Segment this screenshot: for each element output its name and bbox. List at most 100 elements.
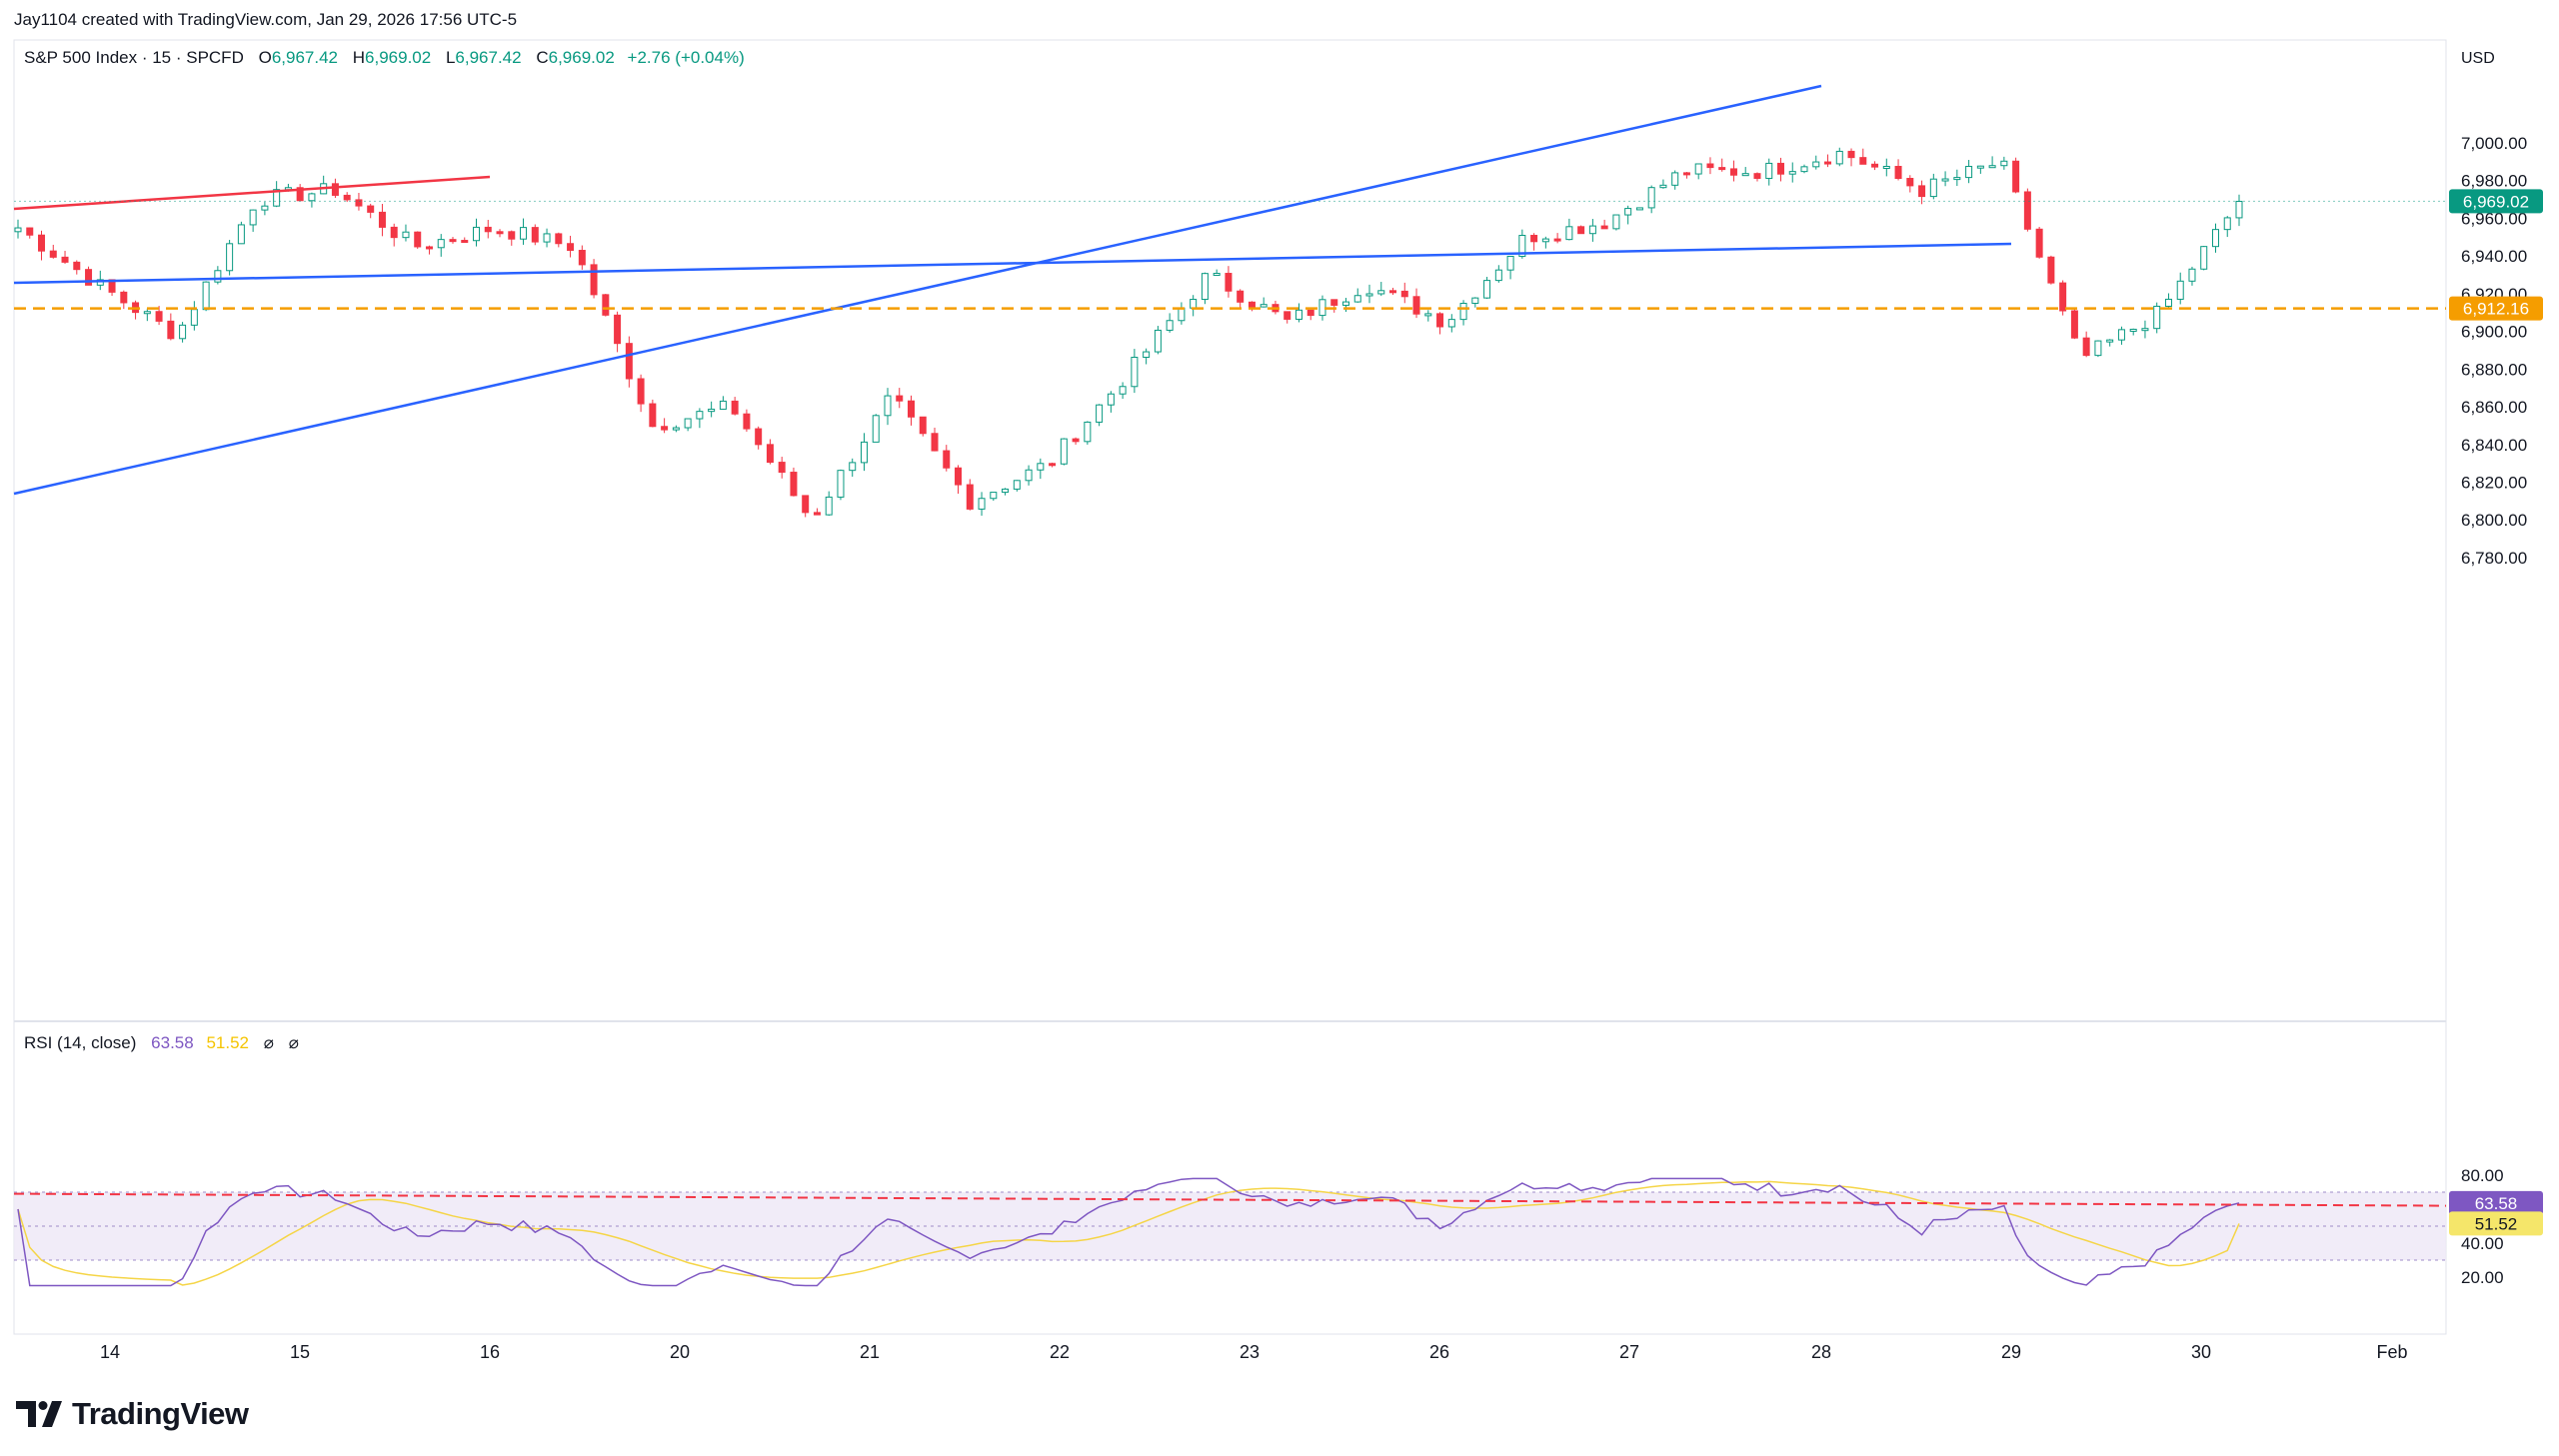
candle: [719, 396, 727, 410]
high-label: H: [352, 48, 366, 67]
candle-body: [26, 227, 34, 236]
candle: [1178, 302, 1186, 325]
time-tick-label: 23: [1240, 1342, 1260, 1362]
candle-body: [73, 261, 81, 271]
candle: [1494, 265, 1502, 283]
candle-body: [1424, 313, 1432, 317]
candle-body: [1976, 165, 1984, 169]
candle: [284, 183, 292, 192]
candle: [120, 290, 128, 310]
candle-body: [179, 324, 187, 340]
candle-body: [38, 234, 46, 252]
candle: [378, 204, 386, 237]
candle: [872, 414, 880, 443]
candle-body: [1283, 311, 1291, 320]
candle-body: [1436, 313, 1444, 328]
candle: [1483, 277, 1491, 299]
candle-body: [108, 279, 116, 293]
candle: [1988, 156, 1996, 169]
candle: [943, 445, 951, 472]
candle-body: [908, 400, 916, 418]
candle-body: [202, 281, 210, 311]
candle-body: [860, 441, 868, 464]
candle: [2188, 266, 2196, 286]
candle: [1588, 219, 1596, 242]
currency-label[interactable]: USD: [2461, 50, 2495, 67]
candle-body: [273, 189, 281, 207]
candle: [1800, 164, 1808, 174]
candle-body: [696, 411, 704, 420]
candle: [437, 234, 445, 257]
candle: [308, 192, 316, 208]
candle: [14, 219, 22, 239]
candle-body: [2153, 305, 2161, 330]
candle-body: [1306, 309, 1314, 317]
candle-body: [2082, 337, 2090, 357]
candle-body: [49, 250, 57, 258]
candle-body: [1647, 187, 1655, 209]
candle: [390, 223, 398, 247]
red-trendline: [13, 175, 491, 211]
rsi-name[interactable]: RSI (14, close): [24, 1033, 137, 1052]
rsi-settings-icon[interactable]: ⌀: [288, 1033, 299, 1052]
candle: [1060, 438, 1068, 466]
candle: [2223, 216, 2231, 238]
horizontal-trendline: [13, 242, 2012, 285]
candle-body: [1107, 393, 1115, 406]
candle-body: [1389, 290, 1397, 294]
candle: [1624, 205, 1632, 225]
close-label: C: [536, 48, 549, 67]
candle: [1859, 148, 1867, 165]
candle-body: [849, 462, 857, 472]
candle-body: [978, 498, 986, 510]
candle-body: [2164, 298, 2172, 307]
price-tick-label: 6,900.00: [2461, 323, 2527, 342]
candle-body: [2188, 268, 2196, 282]
candle: [1965, 160, 1973, 184]
candle: [61, 250, 69, 264]
candle: [2235, 194, 2243, 227]
candle-body: [1178, 307, 1186, 322]
candle: [1025, 465, 1033, 486]
candle-body: [296, 187, 304, 202]
candle: [2176, 272, 2184, 305]
candle-body: [320, 183, 328, 195]
candle-body: [1718, 167, 1726, 171]
candle: [1072, 437, 1080, 445]
candle-body: [1494, 269, 1502, 282]
symbol-name[interactable]: S&P 500 Index · 15 · SPCFD: [24, 48, 244, 67]
price-tick-label: 6,960.00: [2461, 209, 2527, 228]
rsi-ma-value: 51.52: [206, 1033, 249, 1052]
candle-body: [343, 194, 351, 201]
candle-body: [2059, 282, 2067, 312]
candle: [860, 433, 868, 472]
candle-body: [1788, 171, 1796, 175]
candle: [1389, 287, 1397, 296]
attribution-text: Jay1104 created with TradingView.com, Ja…: [14, 10, 518, 29]
candle: [1882, 158, 1890, 177]
candle-body: [2235, 200, 2243, 219]
candle: [1294, 303, 1302, 323]
candle-body: [1143, 351, 1151, 359]
candle-body: [414, 231, 422, 248]
rsi-tick-label: 60.00: [2461, 1200, 2504, 1219]
candle-body: [1131, 357, 1139, 388]
candle: [343, 192, 351, 203]
candle: [1225, 266, 1233, 298]
candle: [1729, 160, 1737, 182]
candle: [355, 192, 363, 211]
time-tick-label: 21: [860, 1342, 880, 1362]
candle: [1318, 295, 1326, 321]
rsi-visibility-icon[interactable]: ⌀: [263, 1033, 274, 1052]
candle-body: [261, 205, 269, 211]
low-label: L: [445, 48, 456, 67]
candle-body: [1025, 469, 1033, 482]
candle: [38, 230, 46, 261]
candle-body: [2117, 329, 2125, 341]
candle: [896, 388, 904, 409]
last-price-badge-bg: [2449, 189, 2543, 214]
candle-body: [1225, 273, 1233, 292]
candle-body: [1330, 299, 1338, 306]
candle: [1190, 295, 1198, 317]
